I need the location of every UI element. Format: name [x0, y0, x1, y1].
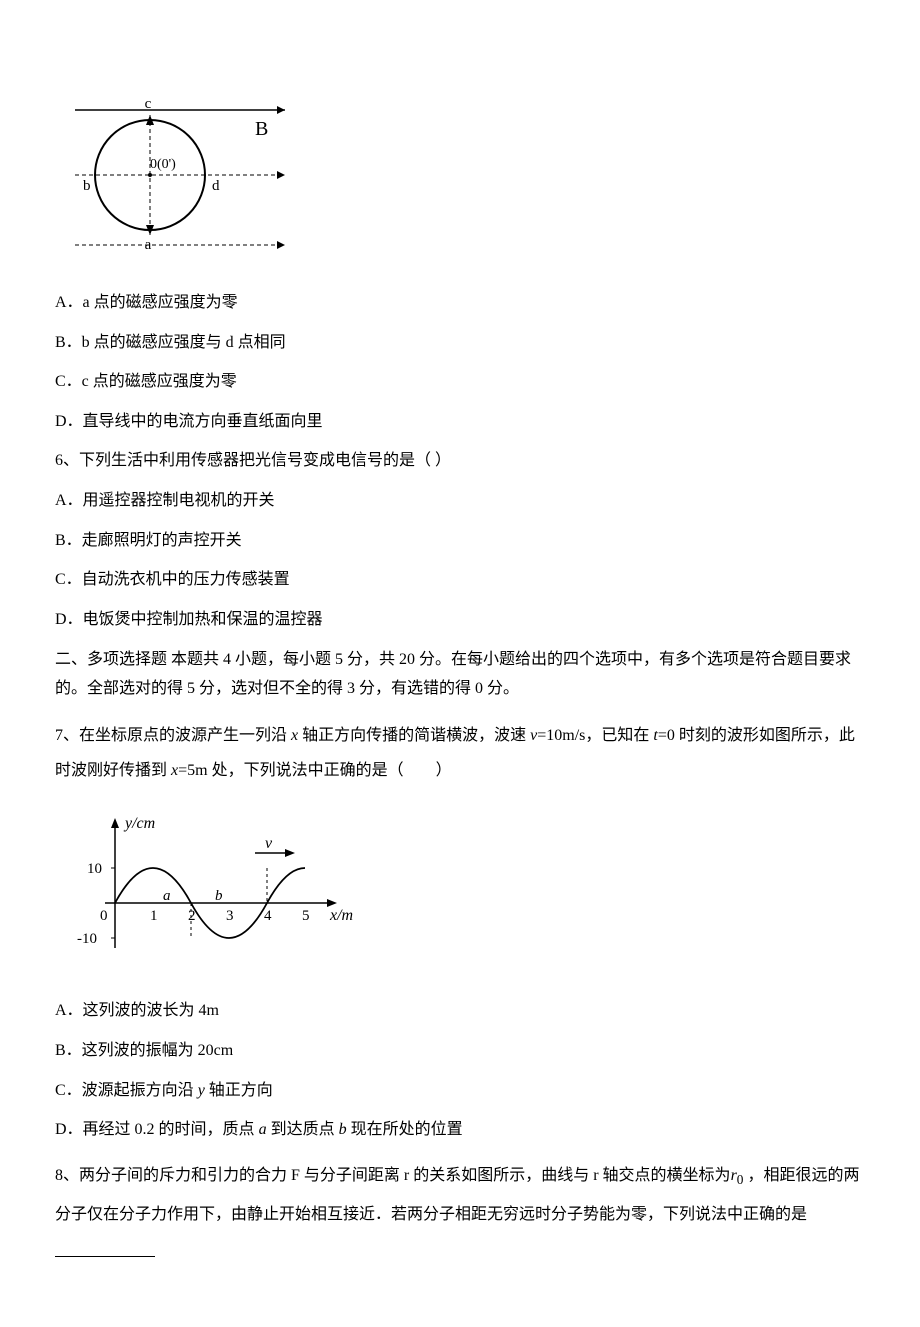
- q7-option-C: C．波源起振方向沿 y 轴正方向: [55, 1078, 865, 1104]
- q7-option-D: D．再经过 0.2 的时间，质点 a 到达质点 b 现在所处的位置: [55, 1117, 865, 1143]
- svg-text:x/m: x/m: [329, 907, 353, 924]
- wave-diagram: y/cm x/m 10 -10 0 1 2 3 4 5 v a b: [55, 808, 865, 978]
- circle-field-diagram: B a b c d 0(0'): [55, 90, 865, 270]
- q6-option-D: D．电饭煲中控制加热和保温的温控器: [55, 607, 865, 633]
- q7-option-A: A．这列波的波长为 4m: [55, 998, 865, 1024]
- label-d: d: [212, 178, 220, 194]
- q7-option-B: B．这列波的振幅为 20cm: [55, 1038, 865, 1064]
- q8-stem: 8、两分子间的斥力和引力的合力 F 与分子间距离 r 的关系如图所示，曲线与 r…: [55, 1157, 865, 1273]
- answer-blank: [55, 1241, 155, 1257]
- q5-option-A: A．a 点的磁感应强度为零: [55, 290, 865, 316]
- label-a: a: [145, 237, 152, 253]
- svg-text:10: 10: [87, 861, 102, 877]
- q6-option-B: B．走廊照明灯的声控开关: [55, 528, 865, 554]
- svg-text:b: b: [215, 888, 223, 904]
- svg-text:v: v: [265, 835, 273, 852]
- svg-text:4: 4: [264, 908, 272, 924]
- q6-stem: 6、下列生活中利用传感器把光信号变成电信号的是（ ）: [55, 448, 865, 474]
- svg-text:5: 5: [302, 908, 310, 924]
- q7-stem: 7、在坐标原点的波源产生一列沿 x 轴正方向传播的简谐横波，波速 v=10m/s…: [55, 718, 865, 788]
- label-B: B: [255, 118, 268, 140]
- q5-option-B: B．b 点的磁感应强度与 d 点相同: [55, 330, 865, 356]
- label-center: 0(0'): [150, 157, 176, 172]
- svg-text:y/cm: y/cm: [123, 815, 155, 832]
- svg-text:-10: -10: [77, 931, 97, 947]
- label-b: b: [83, 178, 91, 194]
- svg-text:3: 3: [226, 908, 234, 924]
- svg-text:1: 1: [150, 908, 158, 924]
- q5-option-C: C．c 点的磁感应强度为零: [55, 369, 865, 395]
- section-2-header: 二、多项选择题 本题共 4 小题，每小题 5 分，共 20 分。在每小题给出的四…: [55, 646, 865, 704]
- q6-option-A: A．用遥控器控制电视机的开关: [55, 488, 865, 514]
- q6-option-C: C．自动洗衣机中的压力传感装置: [55, 567, 865, 593]
- svg-text:a: a: [163, 888, 171, 904]
- svg-text:0: 0: [100, 908, 108, 924]
- q5-option-D: D．直导线中的电流方向垂直纸面向里: [55, 409, 865, 435]
- label-c: c: [145, 96, 152, 112]
